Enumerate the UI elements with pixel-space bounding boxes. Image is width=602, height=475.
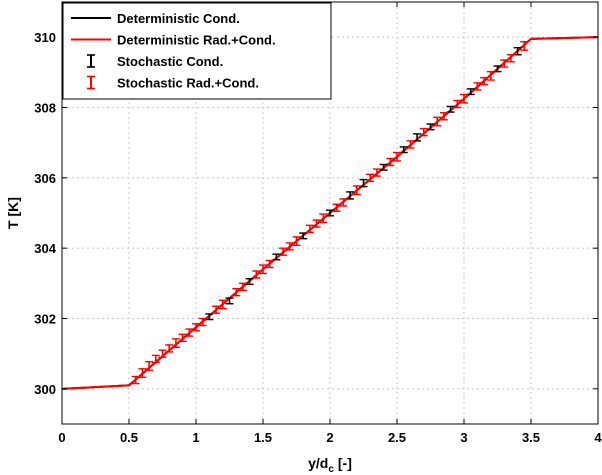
errorbar-point xyxy=(372,168,381,177)
errorbar-point xyxy=(319,213,328,224)
x-tick-label: 3.5 xyxy=(522,430,540,445)
legend-item: Stochastic Rad.+Cond. xyxy=(87,76,259,91)
errorbar-point xyxy=(178,333,187,343)
errorbar-point xyxy=(238,282,247,292)
errorbar-point xyxy=(218,299,227,310)
errorbar-point xyxy=(426,123,435,131)
y-tick-label: 308 xyxy=(34,101,56,116)
errorbar-point xyxy=(158,349,167,358)
errorbar-point xyxy=(339,198,348,207)
errorbar-point xyxy=(198,317,207,327)
errorbar-point xyxy=(185,328,194,337)
legend-item: Deterministic Cond. xyxy=(71,11,240,26)
errorbar-point xyxy=(312,219,321,228)
errorbar-point xyxy=(171,338,180,349)
errorbar-point xyxy=(359,178,368,188)
errorbar-point xyxy=(493,65,502,73)
x-axis-label-unit: [-] xyxy=(338,455,352,471)
errorbar-point xyxy=(292,236,301,247)
legend-label: Deterministic Cond. xyxy=(117,11,240,26)
errorbar-point xyxy=(413,133,422,142)
errorbar-point xyxy=(366,173,375,183)
errorbar-point xyxy=(131,375,140,385)
errorbar-point xyxy=(299,232,308,240)
errorbar-point xyxy=(520,41,529,51)
errorbar-point xyxy=(252,270,261,279)
errorbar-point xyxy=(466,88,475,96)
errorbar-point xyxy=(265,259,274,269)
y-tick-label: 304 xyxy=(34,241,56,256)
y-tick-label: 300 xyxy=(34,382,56,397)
errorbar-point xyxy=(379,163,388,171)
legend-label: Deterministic Rad.+Cond. xyxy=(117,33,276,48)
x-tick-label: 4 xyxy=(594,430,602,445)
errorbar-point xyxy=(232,287,241,297)
errorbar-point xyxy=(500,59,509,68)
errorbar-point xyxy=(259,264,267,275)
errorbar-point xyxy=(145,361,154,371)
series-layer xyxy=(61,36,599,390)
errorbar-point xyxy=(245,278,254,286)
x-tick-label: 3 xyxy=(460,430,467,445)
y-tick-label: 310 xyxy=(34,30,56,45)
errorbar-point xyxy=(352,185,361,196)
errorbar-point xyxy=(460,93,468,104)
x-tick-label: 1 xyxy=(192,430,199,445)
errorbar-point xyxy=(506,54,515,63)
errorbar-point xyxy=(480,76,489,86)
errorbar-point xyxy=(406,140,415,149)
errorbar-point xyxy=(279,247,288,256)
errorbar-point xyxy=(386,157,395,167)
errorbar-point xyxy=(192,323,200,332)
errorbar-point xyxy=(473,82,482,91)
errorbar-point xyxy=(446,105,455,113)
x-tick-label: 0.5 xyxy=(120,430,138,445)
errorbar-point xyxy=(513,47,522,56)
legend-item: Stochastic Cond. xyxy=(87,54,223,69)
legend-errorbar-swatch xyxy=(87,75,95,90)
errorbar-point xyxy=(393,151,401,162)
legend: Deterministic Cond. Deterministic Rad.+Co… xyxy=(62,2,332,100)
legend-label: Stochastic Cond. xyxy=(117,54,223,69)
errorbar-point xyxy=(151,354,160,364)
errorbar-point xyxy=(212,305,221,314)
tick-layer: 0 0.5 1 1.5 2 2.5 3 3.5 4 300 302 304 306 308 310 xyxy=(34,2,602,445)
x-tick-label: 1.5 xyxy=(254,430,272,445)
x-axis-label: y/dc [-] xyxy=(308,455,352,475)
legend-errorbar-swatch xyxy=(87,54,95,68)
y-axis-label: T [K] xyxy=(5,197,21,229)
errorbar-point xyxy=(439,112,448,121)
errorbar-point xyxy=(285,242,294,251)
x-axis-label-subscript: c xyxy=(328,464,334,475)
errorbar-point xyxy=(326,209,334,217)
x-axis-label-main: y/d xyxy=(308,455,328,471)
errorbar-point xyxy=(205,313,214,321)
legend-item: Deterministic Rad.+Cond. xyxy=(71,33,276,48)
y-tick-label: 306 xyxy=(34,171,56,186)
errorbar-point xyxy=(399,146,408,154)
errorbar-point xyxy=(453,99,462,109)
legend-label: Stochastic Rad.+Cond. xyxy=(117,76,259,91)
x-tick-label: 2.5 xyxy=(388,430,406,445)
errorbar-point xyxy=(305,224,314,234)
errorbar-point xyxy=(332,203,341,212)
y-tick-label: 302 xyxy=(34,312,56,327)
errorbar-point xyxy=(419,127,428,137)
errorbar-point xyxy=(433,116,442,127)
errorbar-point xyxy=(486,70,495,81)
errorbar-point xyxy=(138,368,147,378)
x-tick-label: 2 xyxy=(326,430,333,445)
errorbar-point xyxy=(225,297,234,305)
errorbar-point xyxy=(272,253,281,261)
errorbar-point xyxy=(165,344,174,353)
errorbar-point xyxy=(346,191,355,200)
x-tick-label: 0 xyxy=(58,430,65,445)
